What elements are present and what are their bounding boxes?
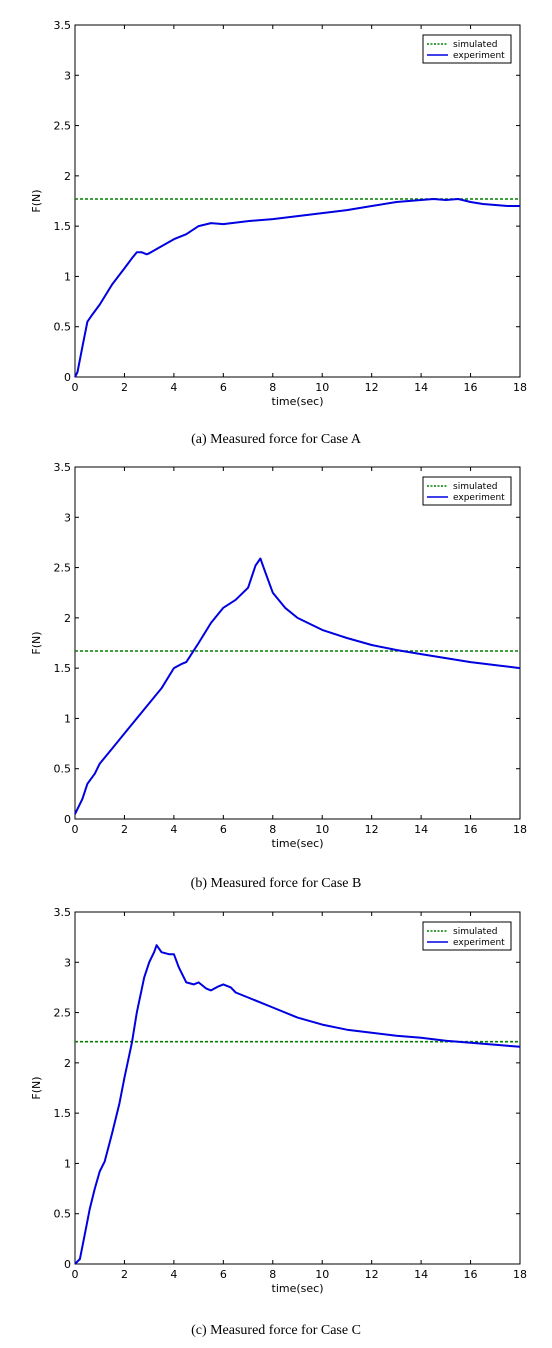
y-tick-label: 3.5 — [54, 461, 72, 474]
plot-frame — [74, 911, 521, 1265]
figure-caption: (c) Measured force for Case C — [191, 1323, 361, 1338]
legend-label-simulated: simulated — [453, 40, 497, 50]
x-tick-label: 8 — [269, 1268, 276, 1281]
legend-box — [422, 34, 512, 64]
y-tick-label: 2.5 — [54, 562, 72, 575]
plot-frame — [74, 466, 521, 820]
x-tick-label: 12 — [365, 823, 379, 836]
chart-2: 0 2 4 6 8 10 12 14 16 18 0 0.5 1 1.5 2 2.5 3 3.5 time(sec)… — [30, 461, 527, 891]
x-tick-label: 0 — [72, 381, 79, 394]
y-tick-label: 1.5 — [54, 662, 72, 675]
x-tick-label: 4 — [170, 1268, 177, 1281]
y-axis-title: F(N) — [30, 631, 43, 654]
y-tick-label: 0 — [64, 371, 71, 384]
chart-3: 0 2 4 6 8 10 12 14 16 18 0 0.5 1 1.5 2 2.5 3 3.5 time(sec)… — [30, 906, 527, 1338]
y-tick-label: 3 — [64, 69, 71, 82]
y-tick-label: 0 — [64, 813, 71, 826]
x-tick-label: 12 — [365, 381, 379, 394]
y-tick-label: 1 — [64, 712, 71, 725]
y-tick-label: 1 — [64, 1157, 71, 1170]
x-tick-label: 10 — [315, 823, 329, 836]
y-tick-label: 3 — [64, 956, 71, 969]
x-tick-label: 12 — [365, 1268, 379, 1281]
y-tick-label: 0.5 — [54, 763, 72, 776]
legend-label-simulated: simulated — [453, 927, 497, 937]
y-tick-label: 2 — [64, 170, 71, 183]
y-tick-label: 3.5 — [54, 906, 72, 919]
x-axis-title: time(sec) — [272, 1282, 324, 1295]
chart-1: 0 2 4 6 8 10 12 14 16 18 0 0.5 1 1.5 2 2.5 3 3.5 time(sec)… — [30, 19, 527, 447]
x-tick-label: 2 — [121, 823, 128, 836]
x-tick-label: 8 — [269, 381, 276, 394]
x-tick-label: 8 — [269, 823, 276, 836]
series-experiment-line — [74, 557, 521, 815]
y-tick-label: 2 — [64, 1057, 71, 1070]
x-tick-label: 2 — [121, 381, 128, 394]
legend-box — [422, 921, 512, 951]
y-axis-title: F(N) — [30, 189, 43, 212]
x-tick-label: 10 — [315, 381, 329, 394]
plot-frame — [74, 24, 521, 378]
y-tick-label: 3.5 — [54, 19, 72, 32]
x-tick-label: 10 — [315, 1268, 329, 1281]
x-tick-label: 4 — [170, 823, 177, 836]
x-tick-label: 16 — [464, 823, 478, 836]
y-tick-label: 1 — [64, 270, 71, 283]
y-axis-title: F(N) — [30, 1076, 43, 1099]
x-tick-label: 14 — [414, 823, 428, 836]
legend-label-experiment: experiment — [453, 51, 505, 61]
x-tick-label: 18 — [513, 381, 527, 394]
x-tick-label: 6 — [220, 381, 227, 394]
y-tick-label: 2.5 — [54, 1007, 72, 1020]
x-tick-label: 18 — [513, 1268, 527, 1281]
x-tick-label: 14 — [414, 1268, 428, 1281]
x-tick-label: 6 — [220, 823, 227, 836]
x-tick-label: 14 — [414, 381, 428, 394]
series-experiment-line — [74, 944, 521, 1265]
y-tick-label: 2.5 — [54, 120, 72, 133]
y-tick-label: 0.5 — [54, 1208, 72, 1221]
x-axis-title: time(sec) — [272, 395, 324, 408]
legend-label-experiment: experiment — [453, 938, 505, 948]
y-tick-label: 2 — [64, 612, 71, 625]
y-tick-label: 1.5 — [54, 1107, 72, 1120]
x-tick-label: 2 — [121, 1268, 128, 1281]
x-tick-label: 18 — [513, 823, 527, 836]
x-tick-label: 6 — [220, 1268, 227, 1281]
x-tick-label: 0 — [72, 823, 79, 836]
y-tick-label: 1.5 — [54, 220, 72, 233]
x-tick-label: 0 — [72, 1268, 79, 1281]
y-tick-label: 3 — [64, 511, 71, 524]
figure-caption: (a) Measured force for Case A — [191, 432, 362, 447]
legend-box — [422, 476, 512, 506]
x-tick-label: 16 — [464, 1268, 478, 1281]
legend-label-simulated: simulated — [453, 482, 497, 492]
x-tick-label: 16 — [464, 381, 478, 394]
y-tick-label: 0 — [64, 1258, 71, 1271]
y-tick-label: 0.5 — [54, 321, 72, 334]
x-axis-title: time(sec) — [272, 837, 324, 850]
series-experiment-line — [74, 198, 520, 378]
figure-caption: (b) Measured force for Case B — [191, 876, 362, 891]
legend-label-experiment: experiment — [453, 493, 505, 503]
x-tick-label: 4 — [170, 381, 177, 394]
